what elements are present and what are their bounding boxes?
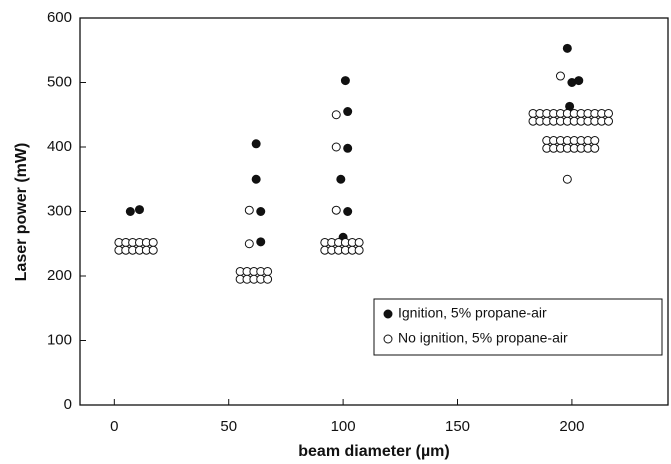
point xyxy=(244,239,254,249)
x-axis-title: beam diameter (µm) xyxy=(298,443,449,460)
x-tick-label: 150 xyxy=(445,418,470,435)
point xyxy=(336,174,346,184)
point xyxy=(354,245,364,255)
y-axis-title: Laser power (mW) xyxy=(13,143,30,282)
point xyxy=(343,207,353,216)
point xyxy=(256,237,266,247)
y-tick-label: 100 xyxy=(47,331,72,348)
point xyxy=(148,245,158,255)
y-tick-label: 400 xyxy=(47,138,72,155)
point xyxy=(251,174,261,184)
x-tick-label: 50 xyxy=(220,418,237,435)
y-tick-label: 0 xyxy=(64,396,72,413)
point xyxy=(256,207,266,216)
legend-label: Ignition, 5% propane-air xyxy=(398,305,547,321)
y-tick-label: 600 xyxy=(47,9,72,26)
point xyxy=(574,76,584,86)
point xyxy=(244,205,254,215)
point xyxy=(343,143,353,153)
point xyxy=(251,139,261,149)
y-tick-label: 300 xyxy=(47,202,72,219)
point xyxy=(331,142,341,152)
legend-marker xyxy=(383,334,393,344)
point xyxy=(590,136,600,146)
point xyxy=(134,205,144,215)
y-tick-label: 500 xyxy=(47,73,72,90)
x-tick-label: 200 xyxy=(559,418,584,435)
point xyxy=(340,76,350,86)
point xyxy=(604,108,614,118)
legend-box xyxy=(373,298,663,356)
x-tick-label: 100 xyxy=(331,418,356,435)
point xyxy=(562,43,572,53)
x-tick-label: 0 xyxy=(110,418,118,435)
point xyxy=(331,110,341,120)
point xyxy=(562,174,572,184)
legend-label: No ignition, 5% propane-air xyxy=(398,330,568,346)
point xyxy=(354,237,364,247)
point xyxy=(148,237,158,247)
y-tick-label: 200 xyxy=(47,267,72,284)
point xyxy=(331,205,341,215)
point xyxy=(125,207,135,216)
point xyxy=(604,116,614,126)
point xyxy=(590,143,600,153)
point xyxy=(555,71,565,81)
legend-marker xyxy=(383,309,393,319)
point xyxy=(263,274,273,284)
point xyxy=(263,266,273,276)
point xyxy=(343,107,353,117)
